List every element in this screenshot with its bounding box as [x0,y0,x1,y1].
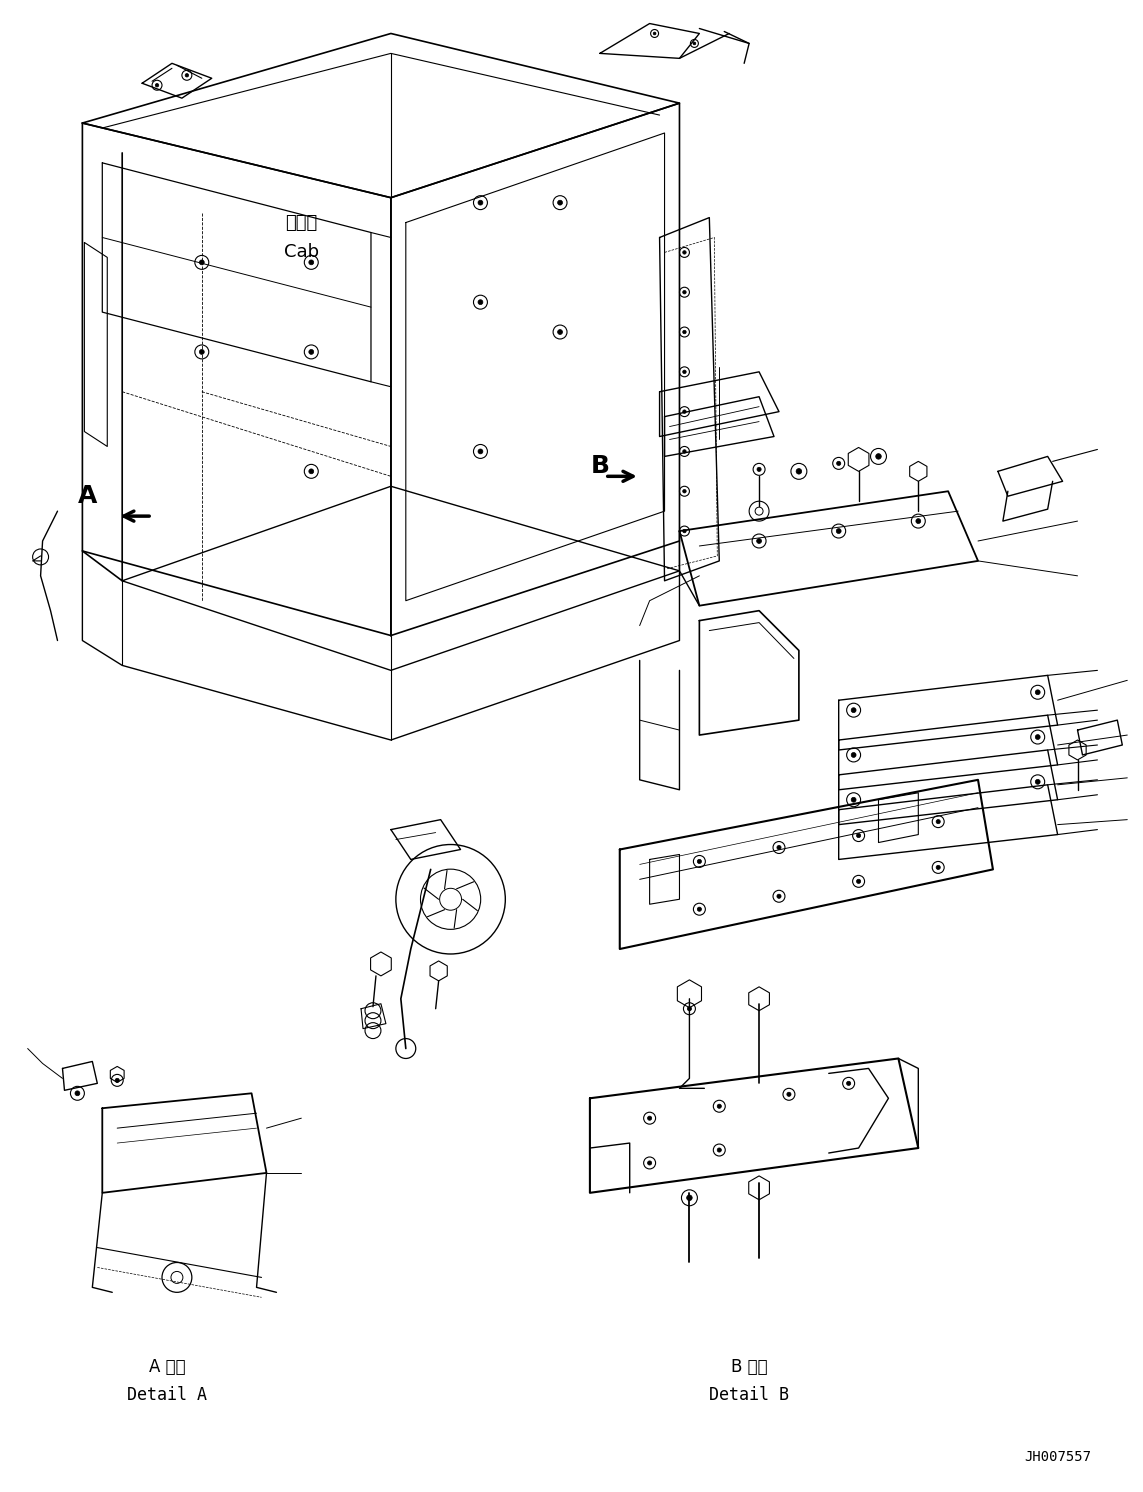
Circle shape [199,349,205,355]
Circle shape [478,449,482,454]
Circle shape [936,819,941,824]
Circle shape [648,1161,652,1165]
Circle shape [309,468,313,474]
Text: A: A [78,485,97,509]
Circle shape [847,1082,850,1086]
Circle shape [856,834,861,837]
Circle shape [682,449,686,454]
Circle shape [115,1079,119,1083]
Circle shape [852,752,856,758]
Circle shape [687,1195,693,1201]
Circle shape [75,1091,80,1095]
Circle shape [199,260,205,264]
Text: Detail A: Detail A [127,1386,207,1404]
Circle shape [757,467,761,471]
Circle shape [852,797,856,803]
Circle shape [309,349,313,355]
Circle shape [936,865,941,870]
Text: Detail B: Detail B [709,1386,789,1404]
Circle shape [682,370,686,373]
Circle shape [717,1104,721,1109]
Circle shape [687,1007,692,1010]
Circle shape [558,200,562,204]
Circle shape [837,461,841,466]
Circle shape [478,300,482,304]
Text: B 詳細: B 詳細 [730,1358,767,1376]
Circle shape [309,260,313,264]
Text: JH007557: JH007557 [1024,1450,1092,1464]
Circle shape [1036,734,1040,740]
Circle shape [797,468,801,474]
Text: Cab: Cab [283,243,319,261]
Circle shape [876,454,881,460]
Circle shape [682,330,686,334]
Circle shape [682,489,686,492]
Circle shape [558,330,562,334]
Circle shape [757,539,761,543]
Circle shape [697,907,702,912]
Text: B: B [591,455,609,479]
Circle shape [1036,779,1040,785]
Circle shape [682,410,686,413]
Circle shape [916,519,921,524]
Text: キャブ: キャブ [286,213,318,231]
Circle shape [777,894,781,898]
Circle shape [697,859,702,864]
Circle shape [786,1092,791,1097]
Circle shape [682,291,686,294]
Circle shape [717,1147,721,1152]
Circle shape [693,42,696,45]
Circle shape [185,73,189,78]
Text: A 詳細: A 詳細 [149,1358,185,1376]
Circle shape [852,707,856,713]
Circle shape [837,528,841,534]
Circle shape [478,200,482,204]
Circle shape [155,84,159,87]
Circle shape [1036,689,1040,695]
Circle shape [653,33,656,34]
Circle shape [856,879,861,883]
Circle shape [648,1116,652,1120]
Circle shape [682,251,686,254]
Circle shape [682,530,686,533]
Circle shape [777,846,781,849]
